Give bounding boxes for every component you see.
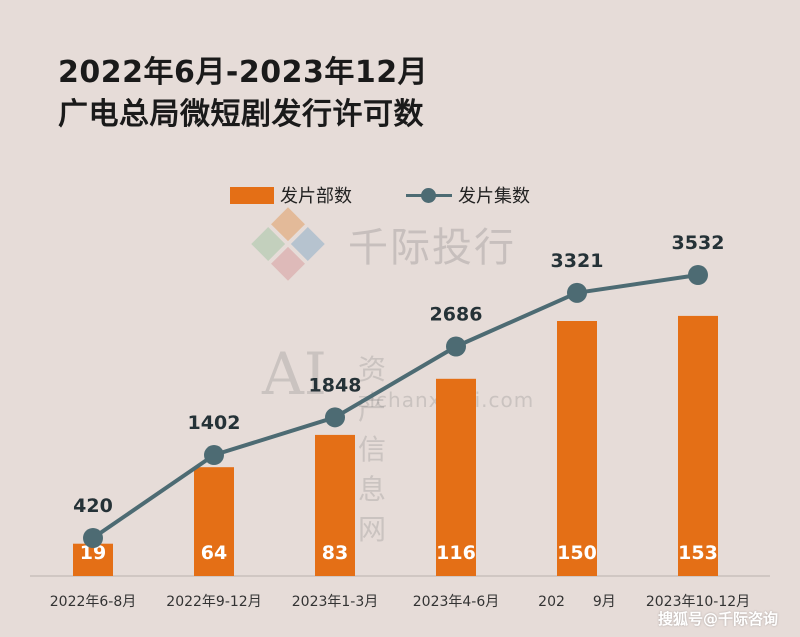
line-value-label-4: 3321 <box>551 250 604 272</box>
bar-3 <box>436 378 476 576</box>
bar-value-label-1: 64 <box>201 542 227 564</box>
legend-bar-label: 发片部数 <box>280 186 352 207</box>
x-axis-labels: 2022年6-8月 2022年9-12月 2023年1-3月 2023年4-6月 202… <box>50 594 750 610</box>
line-value-label-2: 1848 <box>309 374 362 396</box>
bar-value-label-2: 83 <box>322 542 348 564</box>
x-tick-label-2: 2023年1-3月 <box>292 594 379 610</box>
bar-value-label-4: 150 <box>557 542 597 564</box>
line-point-2 <box>325 407 345 428</box>
line-point-4 <box>567 282 587 303</box>
bar-4 <box>557 321 597 576</box>
watermark-site-cn: 资产信息网 <box>358 353 391 546</box>
bar-1 <box>194 467 234 576</box>
x-tick-label-4: 202 9月 <box>538 594 616 610</box>
line-value-label-0: 420 <box>73 495 113 517</box>
legend-bar-swatch <box>230 186 274 204</box>
bar-5 <box>678 315 718 576</box>
legend-line-label: 发片集数 <box>458 186 530 207</box>
bar-value-label-5: 153 <box>678 542 718 564</box>
x-tick-label-3: 2023年4-6月 <box>413 594 500 610</box>
title-line-1: 2022年6月-2023年12月 <box>58 55 429 90</box>
line-value-label-1: 1402 <box>188 412 241 434</box>
watermark-company-text: 千际投行 <box>348 225 516 271</box>
bar-value-label-0: 19 <box>80 542 106 564</box>
line-path <box>91 273 699 540</box>
line-value-label-5: 3532 <box>672 232 725 254</box>
bar-series: 19 64 83 116 150 153 <box>73 315 718 576</box>
legend: 发片部数 发片集数 <box>230 181 530 209</box>
chart-title: 2022年6月-2023年12月 广电总局微短剧发行许可数 <box>58 52 428 136</box>
line-series: 420 1402 1848 2686 3321 3532 <box>73 232 724 548</box>
watermark-ai-logo: AI <box>262 340 327 408</box>
line-point-0 <box>83 528 103 548</box>
line-value-label-3: 2686 <box>430 303 483 325</box>
bar-0 <box>73 543 113 576</box>
line-point-3 <box>446 336 466 357</box>
bar-value-label-3: 116 <box>436 542 476 564</box>
x-tick-label-1: 2022年9-12月 <box>166 594 261 610</box>
x-tick-label-0: 2022年6-8月 <box>50 594 137 610</box>
x-tick-label-5: 2023年10-12月 <box>646 594 750 610</box>
title-line-2: 广电总局微短剧发行许可数 <box>58 97 424 132</box>
footer-source: 搜狐号@千际咨询 <box>657 610 778 628</box>
line-point-1 <box>204 445 224 466</box>
legend-line-swatch <box>406 187 452 204</box>
line-point-5 <box>688 265 708 285</box>
watermark-company: 千际投行 <box>251 207 516 281</box>
bar-2 <box>315 434 355 576</box>
